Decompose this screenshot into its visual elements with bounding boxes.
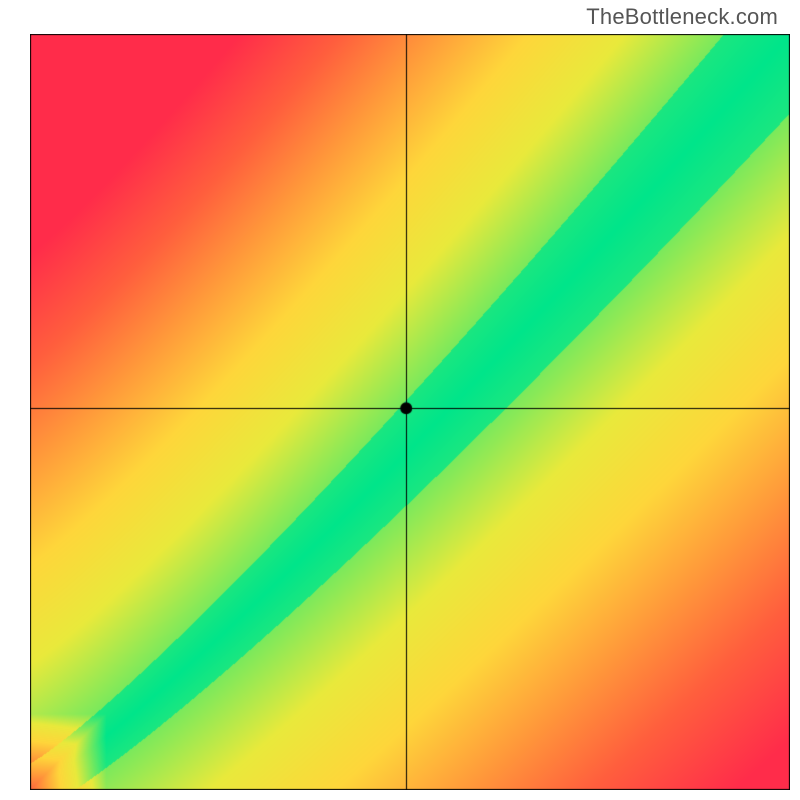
bottleneck-heatmap (30, 34, 790, 790)
watermark-text: TheBottleneck.com (586, 4, 778, 30)
chart-container: TheBottleneck.com (0, 0, 800, 800)
